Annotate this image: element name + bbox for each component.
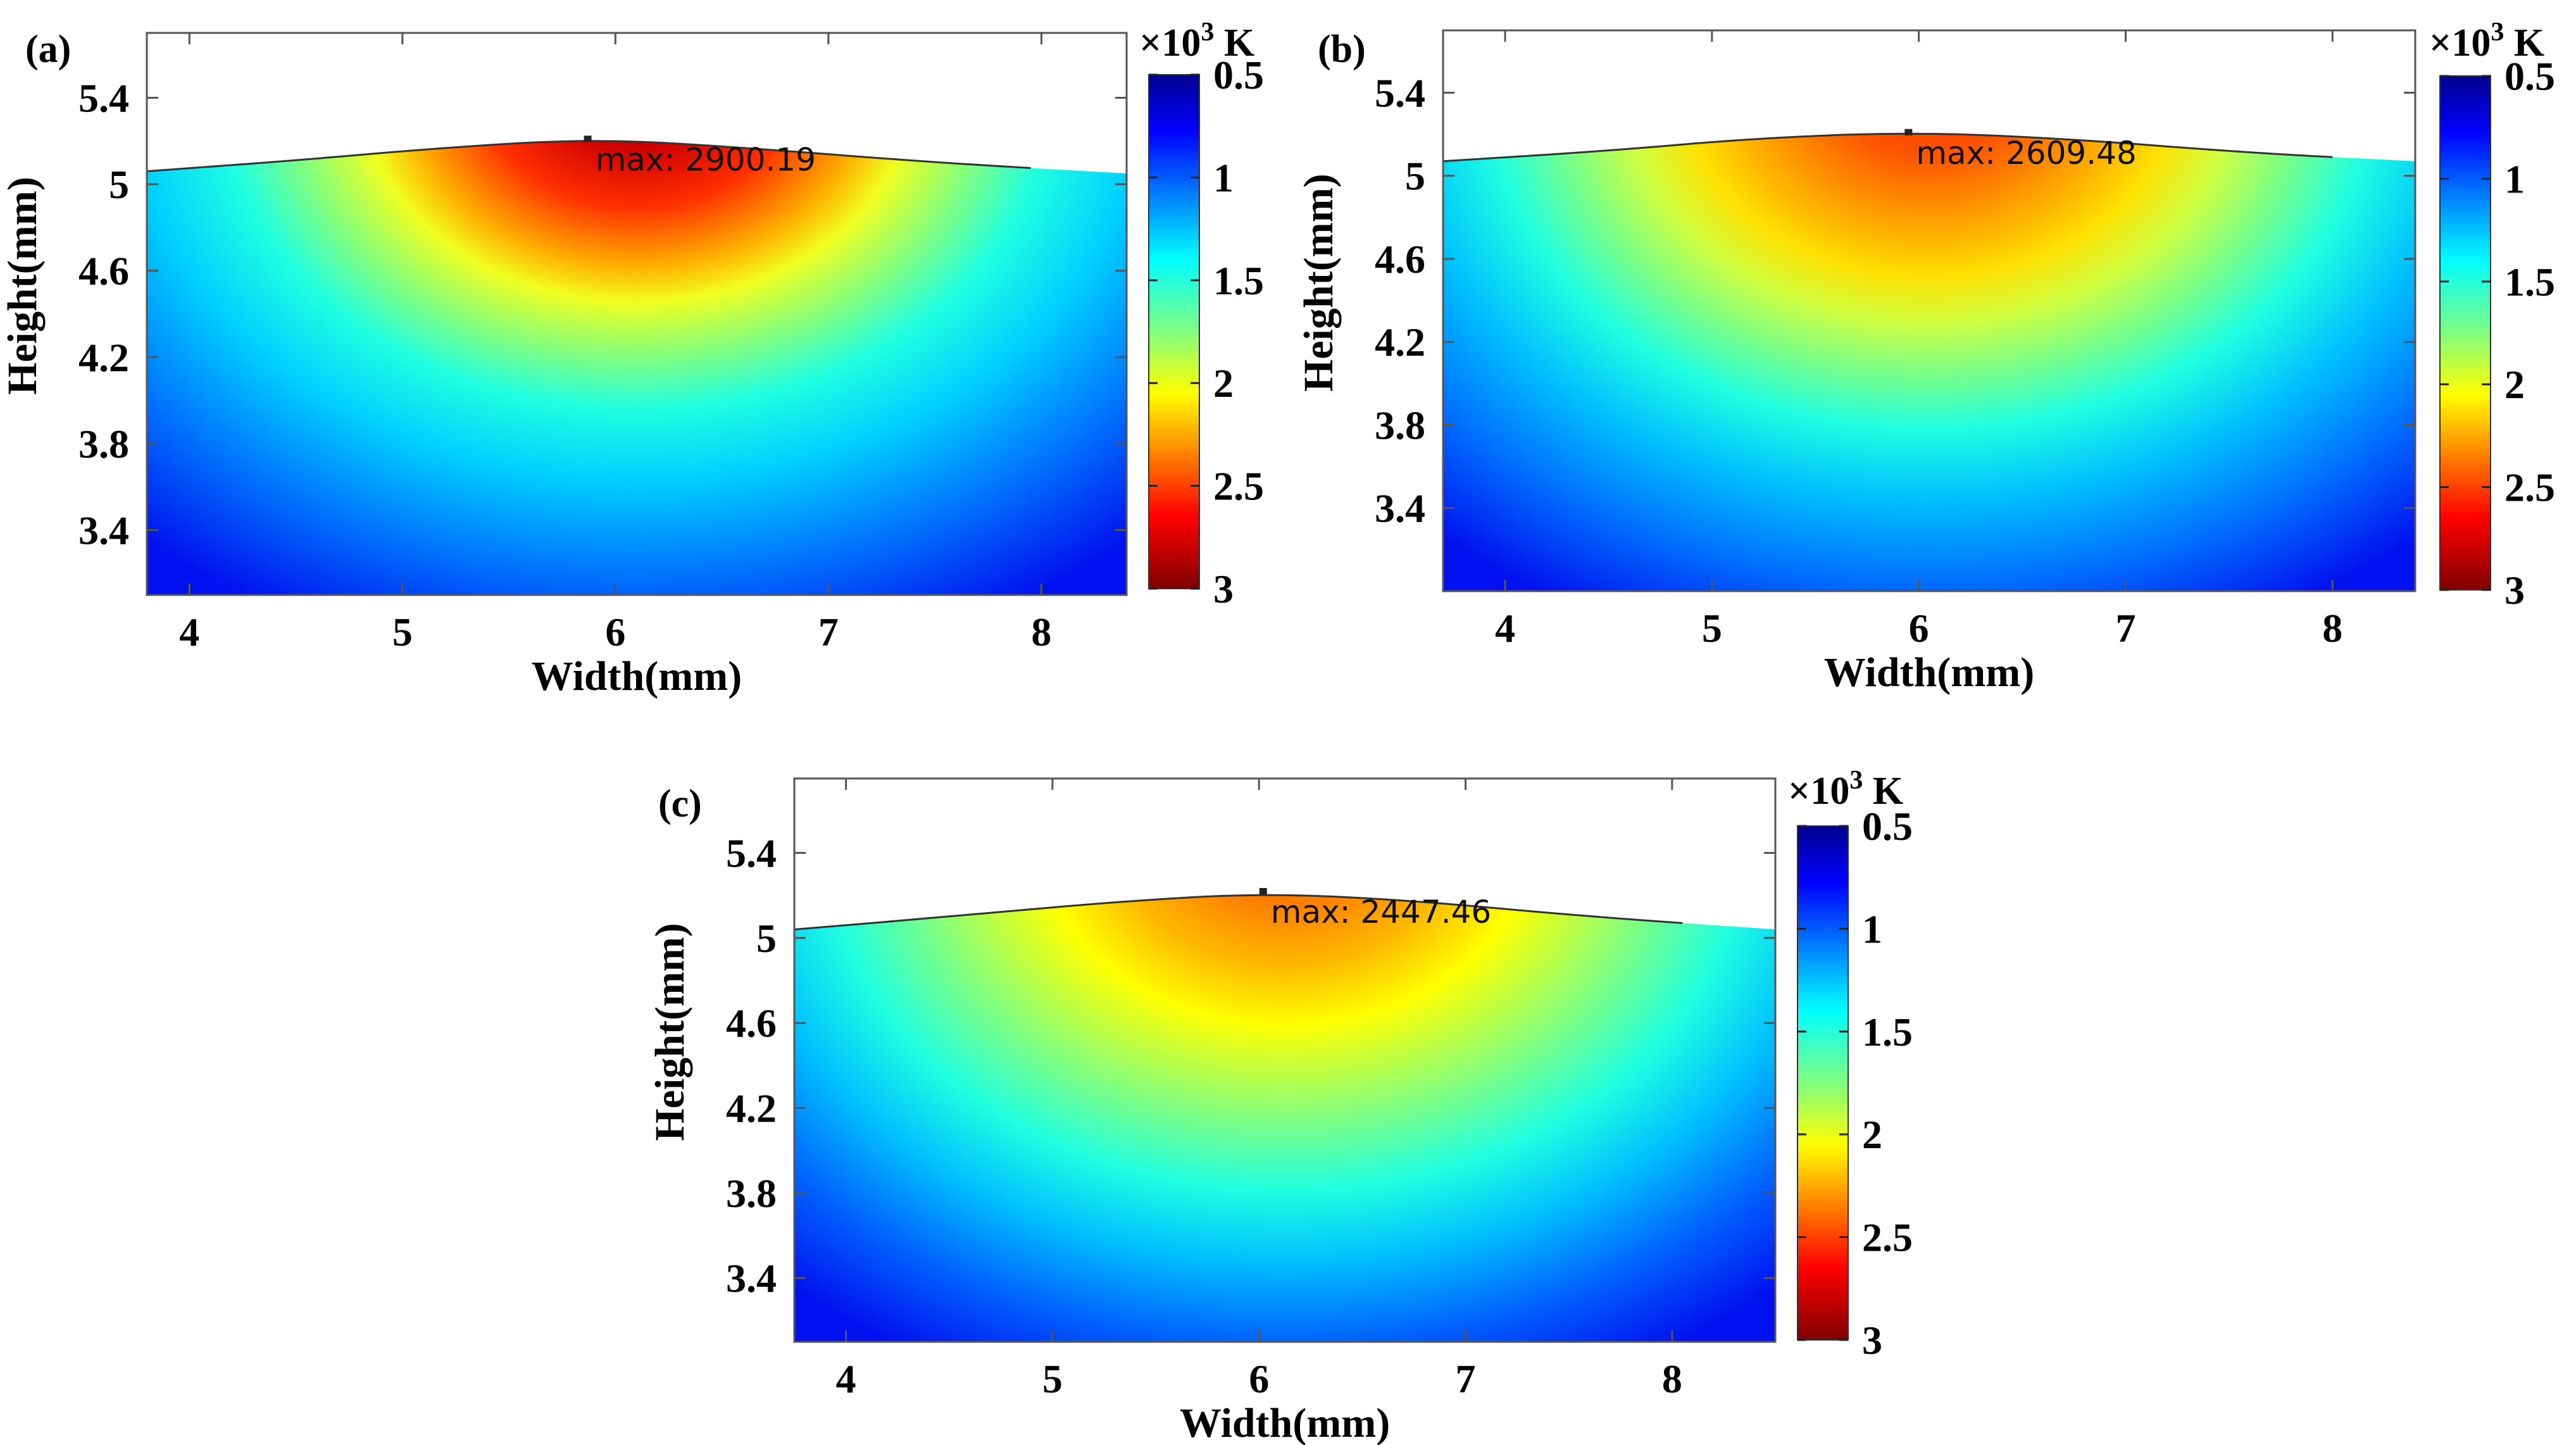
y-tick-label: 4.2 <box>726 1086 777 1131</box>
x-tick-label: 6 <box>605 610 625 654</box>
temperature-field <box>794 895 1775 1342</box>
y-tick-label: 5 <box>109 162 129 207</box>
x-axis-label: Width(mm) <box>532 653 742 699</box>
y-tick-label: 5 <box>1405 154 1425 199</box>
y-tick-label: 5 <box>756 916 777 961</box>
x-axis-label: Width(mm) <box>1180 1400 1390 1445</box>
y-tick-label: 3.8 <box>78 422 129 466</box>
y-tick-label: 5.4 <box>78 75 129 120</box>
x-axis-label: Width(mm) <box>1824 649 2034 696</box>
colorbar-tick-label: 1.5 <box>2504 260 2555 304</box>
y-tick-label: 4.2 <box>1375 320 1425 365</box>
plot-frame <box>1442 29 2417 592</box>
y-tick-label: 3.4 <box>1375 486 1425 531</box>
colorbar-tick-label: 1.5 <box>1213 258 1264 303</box>
y-tick-label: 3.4 <box>726 1256 777 1301</box>
surface-profile-line <box>1442 132 2333 163</box>
surface-profile-line <box>146 140 1031 173</box>
colorbar-unit: ×103 K <box>1788 766 1903 813</box>
y-tick-label: 4.6 <box>726 1001 777 1046</box>
x-tick-label: 6 <box>1909 606 1929 651</box>
panel-1: (a) 4 5 6 7 8 3.4 3.8 4.2 4.6 5 5.4 Width(mm) Height(… <box>0 18 1264 699</box>
temperature-field <box>147 141 1127 595</box>
x-tick-label: 8 <box>1662 1356 1682 1401</box>
colorbar <box>2439 75 2491 591</box>
y-tick-label: 5.4 <box>1375 70 1425 115</box>
colorbar-tick-label: 3 <box>1862 1318 1882 1363</box>
surface-profile-line <box>794 894 1683 930</box>
colorbar-tick-label: 0.5 <box>1862 804 1913 849</box>
x-tick-label: 8 <box>1031 610 1051 654</box>
max-marker <box>1259 888 1267 894</box>
colorbar-tick-label: 0.5 <box>1213 53 1264 97</box>
max-marker <box>584 135 592 142</box>
plot-frame <box>146 32 1128 596</box>
colorbar <box>1148 74 1200 589</box>
y-axis-label: Height(mm) <box>0 177 46 395</box>
max-annotation: max: 2900.19 <box>596 141 816 178</box>
x-tick-label: 6 <box>1249 1356 1269 1401</box>
x-tick-label: 4 <box>179 610 199 654</box>
colorbar-tick-label: 2.5 <box>1213 464 1264 509</box>
x-tick-label: 7 <box>818 610 839 654</box>
y-tick-label: 4.6 <box>1375 237 1425 282</box>
panel-3: (c) 4 5 6 7 8 3.4 3.8 4.2 4.6 5 5.4 Width(mm) Height(… <box>647 766 1913 1445</box>
colorbar-unit: ×103 K <box>1139 18 1254 65</box>
x-tick-label: 4 <box>836 1356 856 1401</box>
y-tick-label: 3.8 <box>726 1171 777 1216</box>
panel-label: (c) <box>658 782 702 825</box>
colorbar-tick-label: 3 <box>2504 568 2525 613</box>
y-tick-label: 5.4 <box>726 831 777 876</box>
x-tick-label: 5 <box>392 610 413 654</box>
colorbar-tick-label: 2 <box>2504 362 2525 407</box>
colorbar-tick-label: 2 <box>1213 361 1234 406</box>
x-tick-label: 7 <box>2115 606 2135 651</box>
x-tick-label: 5 <box>1042 1356 1063 1401</box>
y-tick-label: 3.8 <box>1375 403 1425 447</box>
colorbar-tick-label: 1.5 <box>1862 1010 1913 1054</box>
y-tick-label: 4.6 <box>78 249 129 294</box>
x-tick-label: 8 <box>2322 606 2342 651</box>
x-tick-label: 4 <box>1495 606 1515 651</box>
y-tick-label: 3.4 <box>78 508 129 553</box>
max-annotation: max: 2447.46 <box>1271 894 1491 930</box>
colorbar-tick-label: 2.5 <box>2504 465 2555 510</box>
colorbar-tick-label: 1 <box>2504 156 2525 201</box>
colorbar-tick-label: 3 <box>1213 566 1234 611</box>
colorbar-tick-label: 1 <box>1862 906 1882 951</box>
colorbar-tick-label: 2.5 <box>1862 1215 1913 1260</box>
y-axis-label: Height(mm) <box>647 923 693 1141</box>
temperature-field <box>1443 134 2415 591</box>
max-marker <box>1904 128 1913 135</box>
y-axis-label: Height(mm) <box>1296 173 1342 392</box>
panel-label: (a) <box>25 28 71 71</box>
colorbar-unit: ×103 K <box>2429 18 2544 65</box>
colorbar <box>1797 825 1849 1341</box>
colorbar-tick-label: 2 <box>1862 1112 1882 1157</box>
plot-frame <box>793 777 1777 1343</box>
panel-2: (b) 4 5 6 7 8 3.4 3.8 4.2 4.6 5 5.4 Width(mm) Height(… <box>1296 18 2555 696</box>
x-tick-label: 7 <box>1456 1356 1476 1401</box>
colorbar-tick-label: 0.5 <box>2504 54 2555 99</box>
x-tick-label: 5 <box>1702 606 1722 651</box>
panel-label: (b) <box>1318 28 1366 71</box>
max-annotation: max: 2609.48 <box>1916 135 2136 172</box>
y-tick-label: 4.2 <box>78 335 129 380</box>
colorbar-tick-label: 1 <box>1213 155 1234 200</box>
